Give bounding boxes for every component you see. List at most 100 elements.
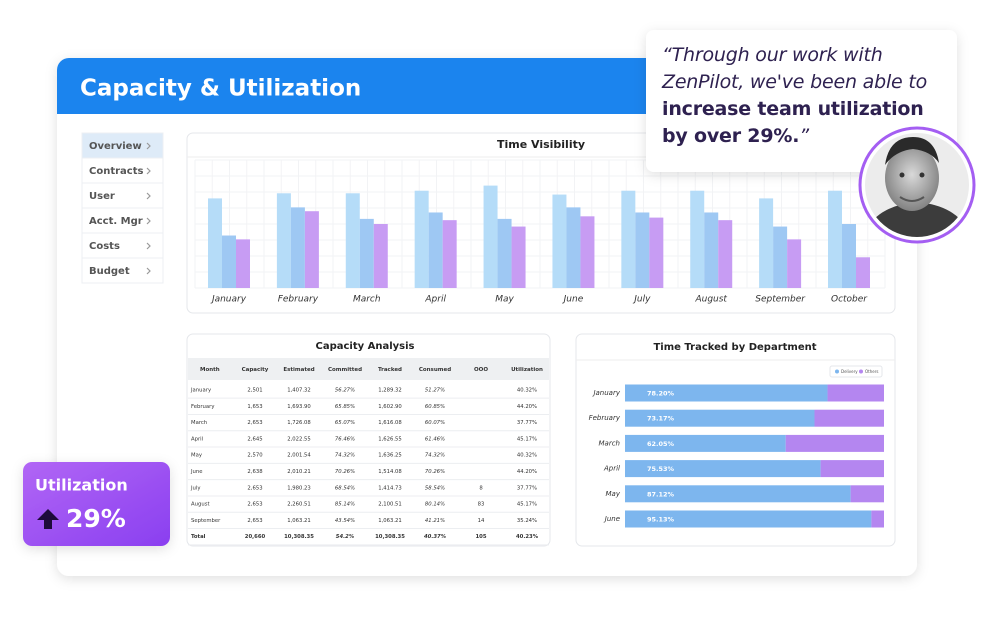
table-cell: 2,100.51 <box>378 502 402 508</box>
table-cell: 68.54% <box>335 485 355 491</box>
bar <box>773 226 788 288</box>
bar <box>511 226 526 288</box>
table-header-bg <box>188 358 549 380</box>
bar <box>690 190 705 288</box>
table-cell: 1,980.23 <box>287 485 311 491</box>
menu-label: Budget <box>89 266 130 277</box>
table-cell: 2,653 <box>247 518 262 524</box>
table-cell: 61.46% <box>425 436 445 442</box>
column-header: Tracked <box>378 367 402 373</box>
table-cell: 2,653 <box>247 420 262 426</box>
bar-segment <box>625 409 815 427</box>
bar-segment <box>850 485 884 503</box>
bar <box>442 220 457 288</box>
table-cell: 2,653 <box>247 485 262 491</box>
testimonial: “Through our work with ZenPilot, we've b… <box>662 42 954 150</box>
bar <box>276 193 291 288</box>
column-header: OOO <box>474 367 488 373</box>
bar <box>580 216 595 288</box>
table-cell: 80.14% <box>425 502 445 508</box>
bar-segment <box>871 510 884 528</box>
data-label: 73.17% <box>647 415 675 423</box>
y-tick-label: March <box>599 439 621 447</box>
chevron-icon <box>146 267 151 275</box>
table-cell: 2,260.51 <box>287 502 311 508</box>
table-cell: 1,636.25 <box>378 453 402 459</box>
table-cell: 37.77% <box>517 420 537 426</box>
table-cell: 35.24% <box>517 518 537 524</box>
x-tick-label: February <box>278 295 319 305</box>
x-tick-label: May <box>495 295 514 305</box>
table-cell: 58.54% <box>425 485 445 491</box>
department-chart: Time Tracked by Department Delivery Others… <box>589 342 884 528</box>
x-tick-label: March <box>353 295 381 305</box>
table-cell: 43.54% <box>335 518 355 524</box>
table-cell: June <box>190 469 203 475</box>
table-cell: January <box>190 388 211 394</box>
quote-card <box>646 30 957 172</box>
table-cell: 41.21% <box>425 518 445 524</box>
bar <box>635 212 650 288</box>
menu-label: Overview <box>89 141 142 152</box>
table-cell: 1,616.08 <box>378 420 402 426</box>
table-cell: 74.32% <box>335 453 355 459</box>
table-cell: 2,570 <box>247 453 263 459</box>
table-cell: 40.32% <box>517 388 537 394</box>
column-header: Consumed <box>419 367 451 373</box>
table-cell: 60.07% <box>425 420 445 426</box>
data-label: 87.12% <box>647 490 675 498</box>
bar-segment <box>625 460 821 478</box>
table-cell: 105 <box>475 534 486 540</box>
table-cell: 2,501 <box>247 388 262 394</box>
capacity-panel <box>186 333 551 547</box>
quote-text: “Through our work with ZenPilot, we've b… <box>662 44 928 93</box>
bar <box>621 190 636 288</box>
table-cell: 51.27% <box>425 388 445 394</box>
table-cell: 70.26% <box>425 469 445 475</box>
table-cell: 74.32% <box>425 453 445 459</box>
table-cell: 2,001.54 <box>287 453 311 459</box>
column-header: Estimated <box>283 367 314 373</box>
bar <box>842 224 856 288</box>
menu-label: Contracts <box>89 166 143 177</box>
x-tick-label: October <box>831 295 868 305</box>
bar <box>373 224 388 288</box>
bar-segment <box>820 460 884 478</box>
table-cell: 54.2% <box>336 534 355 540</box>
bar <box>704 212 719 288</box>
chevron-icon <box>146 192 151 200</box>
bar-segment <box>625 510 872 528</box>
table-cell: 1,726.08 <box>287 420 311 426</box>
legend-label: Others <box>865 369 878 374</box>
table-cell: 76.46% <box>335 436 355 442</box>
x-tick-label: July <box>632 295 651 305</box>
x-tick-label: August <box>694 295 727 305</box>
table-cell: 1,653 <box>247 404 262 410</box>
bar <box>290 207 305 288</box>
table-cell: 14 <box>478 518 485 524</box>
table-cell: 2,653 <box>247 502 262 508</box>
legend-box <box>829 365 883 378</box>
table-cell: Total <box>191 534 206 540</box>
badge-value: 29% <box>66 504 126 533</box>
legend-swatch <box>859 369 863 374</box>
table-cell: 65.07% <box>335 420 355 426</box>
table-cell: 37.77% <box>517 485 537 491</box>
chevron-icon <box>146 167 151 175</box>
chart-title: Time Tracked by Department <box>653 342 816 353</box>
column-header: Utilization <box>511 367 543 373</box>
data-label: 62.05% <box>647 440 675 448</box>
quote-closing: ” <box>799 125 809 147</box>
table-cell: 1,407.32 <box>287 388 311 394</box>
table-cell: 40.23% <box>516 534 539 540</box>
bar-segment <box>625 485 851 503</box>
table-cell: 10,308.35 <box>375 534 405 540</box>
menu-label: Acct. Mgr <box>89 216 143 227</box>
column-header: Capacity <box>242 367 269 373</box>
table-cell: 2,638 <box>247 469 263 475</box>
bar <box>649 217 664 288</box>
bar-segment <box>625 434 786 452</box>
table-cell: 1,514.08 <box>378 469 402 475</box>
chevron-icon <box>146 142 151 150</box>
table-cell: February <box>191 404 214 410</box>
